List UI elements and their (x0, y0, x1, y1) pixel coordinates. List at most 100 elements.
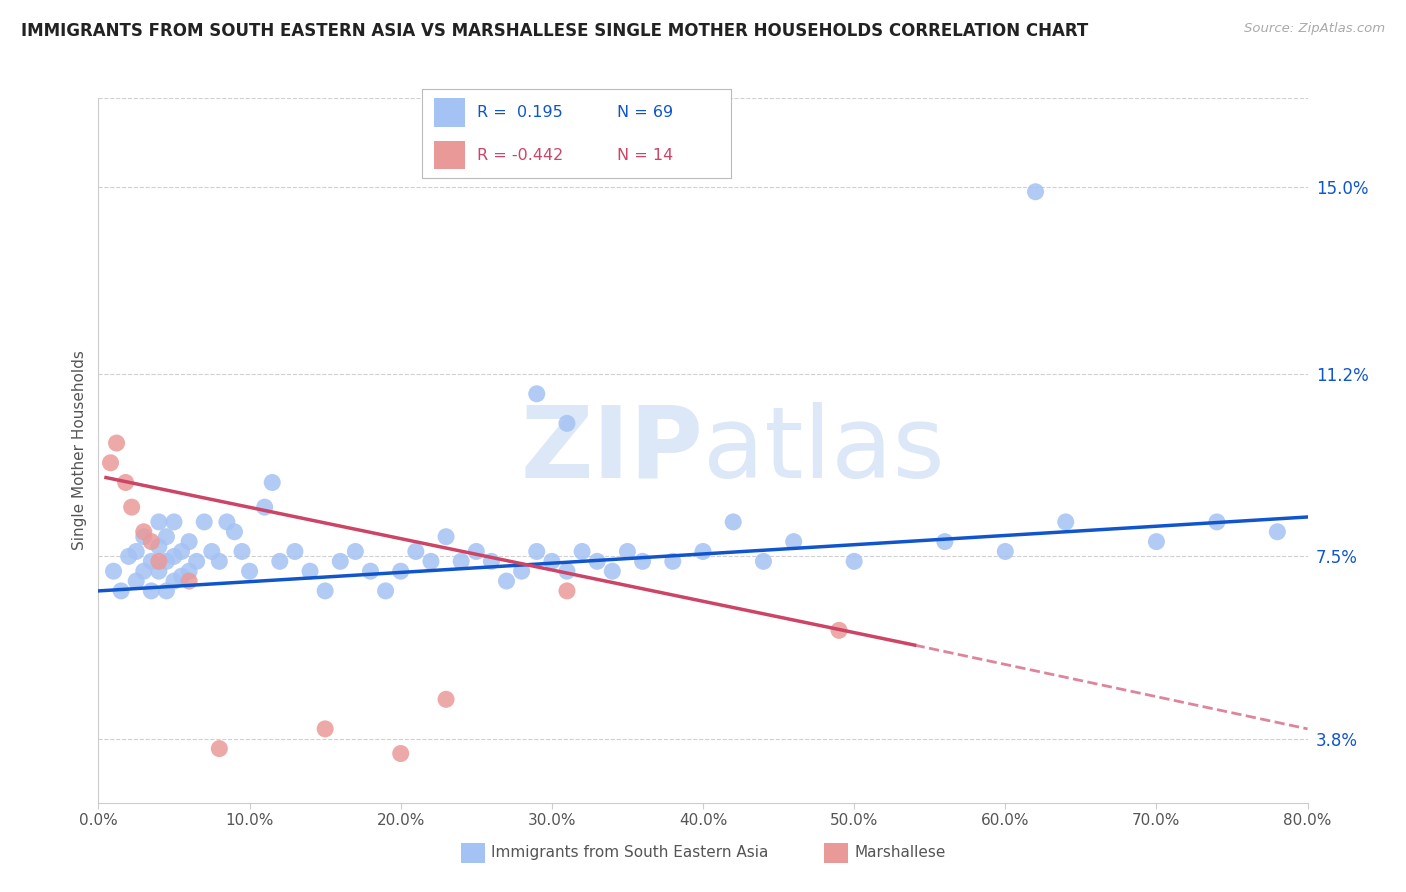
Point (125, 544, 148, 558)
Point (389, 564, 412, 578)
Text: N = 69: N = 69 (617, 105, 673, 120)
Point (344, 544, 367, 558)
Text: Marshallese: Marshallese (855, 846, 945, 860)
Text: IMMIGRANTS FROM SOUTH EASTERN ASIA VS MARSHALLESE SINGLE MOTHER HOUSEHOLDS CORRE: IMMIGRANTS FROM SOUTH EASTERN ASIA VS MA… (21, 22, 1088, 40)
Point (434, 530, 457, 544)
Point (314, 722, 336, 736)
Text: Source: ZipAtlas.com: Source: ZipAtlas.com (1244, 22, 1385, 36)
Point (155, 554, 177, 568)
Point (118, 549, 141, 564)
Point (783, 534, 806, 549)
Y-axis label: Single Mother Households: Single Mother Households (72, 351, 87, 550)
Point (1054, 515, 1077, 529)
Point (602, 564, 624, 578)
Point (215, 515, 238, 529)
Point (193, 515, 215, 529)
Point (555, 417, 578, 431)
Point (148, 515, 170, 529)
Text: Immigrants from South Eastern Asia: Immigrants from South Eastern Asia (492, 846, 769, 860)
Point (1024, 185, 1046, 199)
Point (231, 544, 253, 558)
Point (1144, 534, 1167, 549)
Text: N = 14: N = 14 (617, 148, 673, 162)
Point (450, 554, 472, 568)
Point (201, 544, 224, 558)
Point (495, 574, 517, 588)
Point (170, 544, 193, 558)
Point (148, 554, 170, 568)
Point (510, 564, 533, 578)
Point (163, 574, 186, 588)
Text: atlas: atlas (703, 402, 945, 499)
Bar (461, 843, 485, 863)
Text: ZIP: ZIP (520, 402, 703, 499)
Point (314, 583, 336, 598)
Point (526, 386, 548, 401)
Text: R = -0.442: R = -0.442 (478, 148, 564, 162)
Point (994, 544, 1017, 558)
Bar (824, 843, 848, 863)
Point (1267, 524, 1289, 539)
Point (224, 524, 246, 539)
Point (163, 515, 186, 529)
Point (389, 747, 412, 761)
Point (555, 583, 578, 598)
Point (148, 540, 170, 554)
Point (420, 554, 443, 568)
Bar (434, 141, 465, 169)
Point (121, 500, 143, 515)
Point (374, 583, 396, 598)
Point (132, 524, 155, 539)
Point (132, 564, 155, 578)
Point (114, 475, 136, 490)
Point (1206, 515, 1229, 529)
Point (163, 549, 186, 564)
Point (284, 544, 307, 558)
Point (555, 564, 578, 578)
Point (155, 583, 177, 598)
Point (179, 534, 201, 549)
Point (723, 515, 745, 529)
Point (329, 554, 352, 568)
Point (100, 456, 122, 470)
Point (179, 574, 201, 588)
Point (141, 583, 163, 598)
Point (132, 530, 155, 544)
Point (299, 564, 322, 578)
Point (186, 554, 208, 568)
Point (844, 554, 866, 568)
Point (269, 554, 291, 568)
Point (752, 554, 775, 568)
Point (481, 554, 503, 568)
Point (110, 583, 132, 598)
Point (540, 554, 562, 568)
Point (526, 544, 548, 558)
Point (828, 624, 851, 638)
Bar (434, 98, 465, 127)
Point (141, 554, 163, 568)
Point (105, 436, 128, 450)
Point (934, 534, 956, 549)
Point (616, 544, 638, 558)
Point (360, 564, 382, 578)
Point (208, 741, 231, 756)
Point (141, 534, 163, 549)
Point (262, 475, 284, 490)
Point (405, 544, 427, 558)
Text: R =  0.195: R = 0.195 (478, 105, 564, 120)
Point (253, 500, 276, 515)
Point (170, 569, 193, 583)
Point (179, 564, 201, 578)
Point (465, 544, 488, 558)
Point (571, 544, 593, 558)
Point (155, 530, 177, 544)
Point (661, 554, 683, 568)
Point (103, 564, 125, 578)
Point (239, 564, 262, 578)
Point (586, 554, 609, 568)
Point (208, 554, 231, 568)
Point (434, 692, 457, 706)
Point (125, 574, 148, 588)
Point (631, 554, 654, 568)
Point (148, 564, 170, 578)
